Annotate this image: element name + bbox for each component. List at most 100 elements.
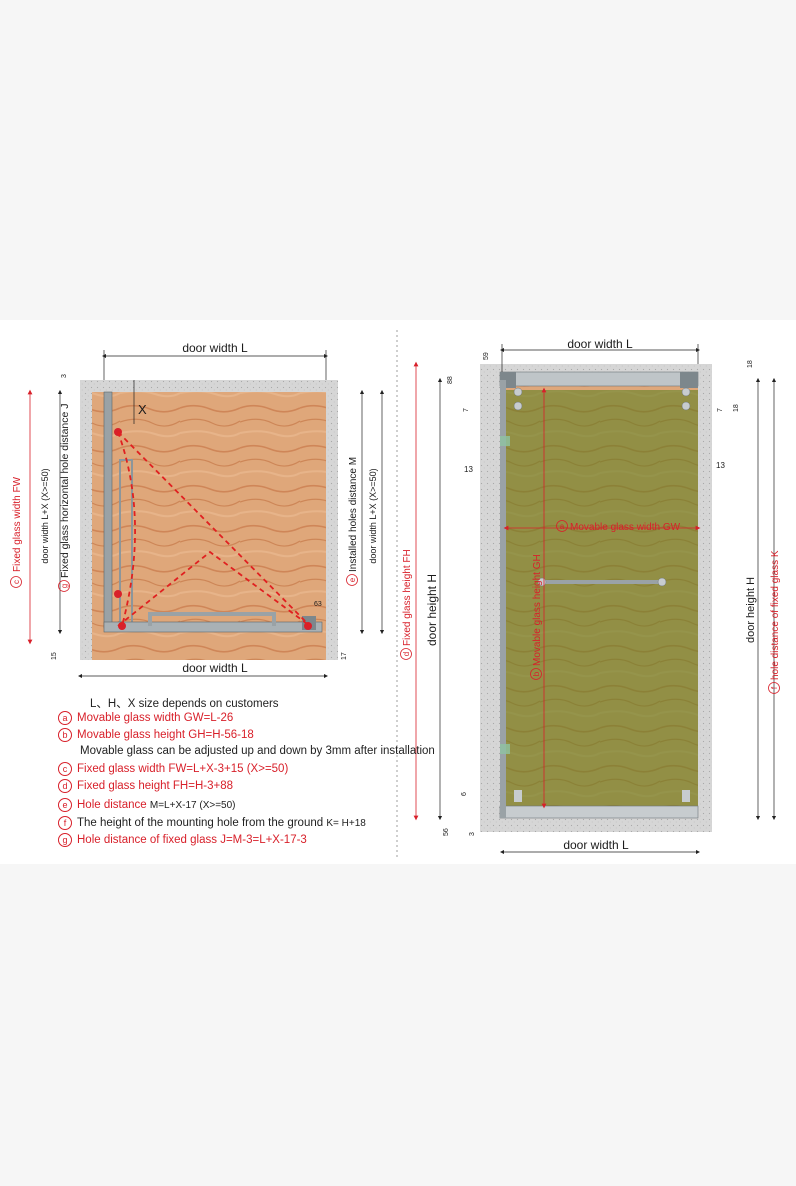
right-b-circle-label: b (532, 671, 541, 676)
right-side-post (500, 380, 506, 818)
legend-item-f: f The height of the mounting hole from th… (58, 816, 366, 830)
right-wall-left (480, 364, 500, 832)
right-b-circle (530, 668, 542, 680)
left-bottom-rail (103, 621, 323, 633)
legend-item-a: a Movable glass width GW=L-26 (58, 711, 233, 725)
left-door-width-lx-right: door width L+X (X>=50) (368, 468, 378, 563)
right-clip-1 (500, 436, 510, 446)
legend-a-circle: a (58, 711, 72, 725)
left-dim-17: 17 (341, 652, 348, 660)
legend-a-label: Movable glass width (77, 712, 181, 725)
legend-note: Movable glass can be adjusted up and dow… (80, 745, 435, 757)
legend-b-formula: GH=H-56-18 (188, 729, 254, 742)
legend-f-formula: K= H+18 (326, 818, 366, 830)
legend-a-formula: GW=L-26 (183, 712, 234, 725)
right-d-circle-label: d (402, 652, 411, 656)
legend-d-label: Fixed glass height (77, 780, 170, 793)
right-wall-right (698, 364, 712, 832)
legend-b-circle: b (58, 728, 72, 742)
left-bottom-handle (148, 612, 276, 616)
left-e-circle (346, 574, 358, 586)
legend-f-circle: f (58, 816, 72, 830)
drawing-sheet: door width L door width L X 3 15 17 63 c… (0, 320, 796, 864)
right-dim-7-right: 7 (717, 408, 724, 412)
left-dim-15: 15 (51, 652, 58, 660)
installation-diagram: door width L door width L X 3 15 17 63 c… (10, 330, 781, 860)
left-vertical-rail (103, 391, 113, 629)
right-handle-knob-2 (657, 577, 667, 587)
left-e-circle-label: e (348, 577, 357, 582)
right-dim-7-left: 7 (463, 408, 470, 412)
right-handle-bar (540, 580, 664, 584)
legend-g-circle: g (58, 833, 72, 847)
left-handle-leg-2 (272, 612, 276, 626)
left-fixed-glass-horizontal: Fixed glass horizontal hole distance J (59, 403, 71, 578)
right-a-circle (556, 520, 568, 532)
right-floor (480, 818, 712, 832)
legend-d-circle: d (58, 779, 72, 793)
right-dim-59: 59 (483, 352, 490, 360)
right-f-circle-label: f (770, 686, 779, 689)
left-fixed-glass-width: Fixed glass width FW (12, 476, 23, 572)
left-hole-2 (114, 590, 122, 598)
left-swing-line-1 (117, 431, 311, 627)
right-fixed-height: Fixed glass height FH (402, 549, 413, 646)
legend-c-label: Fixed glass width (77, 763, 166, 776)
right-bottom-label: door width L (563, 838, 629, 852)
left-swing-arc (117, 431, 136, 627)
right-d-circle (400, 648, 412, 660)
legend-e-circle: e (58, 798, 72, 812)
right-door-height-small: door height H (745, 577, 757, 643)
left-g-circle-label: g (60, 584, 69, 588)
left-c-circle (10, 576, 22, 588)
legend-e-label: Hole distance (77, 799, 147, 812)
left-wall-right (326, 380, 338, 660)
right-door-height-big: door height H (425, 574, 439, 646)
legend-e-formula: M=L+X-17 (X>=50) (149, 800, 236, 812)
left-top-label: door width L (182, 341, 248, 355)
right-fitting-4 (681, 401, 691, 411)
right-fitting-2 (513, 401, 523, 411)
legend-d-formula: FH=H-3+88 (172, 780, 233, 793)
left-installed-holes: Installed holes distance M (348, 457, 359, 572)
right-fitting-3 (681, 387, 691, 397)
left-diagram: door width L door width L X 3 15 17 63 c… (10, 341, 385, 679)
right-dim-88: 88 (447, 376, 454, 384)
right-movable-height: Movable glass height GH (532, 554, 543, 666)
left-door-width-lx: door width L+X (X>=50) (40, 468, 50, 563)
left-dim-3: 3 (61, 374, 68, 378)
right-diagram: door width L door width L 59 88 7 18 7 1… (400, 337, 781, 855)
legend-item-d: d Fixed glass height FH=H-3+88 (58, 779, 233, 793)
legend-c-formula: FW=L+X-3+15 (X>=50) (168, 763, 289, 776)
legend-g-formula: J=M-3=L+X-17-3 (220, 834, 307, 847)
left-wall-top (80, 380, 338, 392)
right-top-right-bracket (680, 372, 698, 388)
legend-item-e: e Hole distance M=L+X-17 (X>=50) (58, 798, 236, 812)
legend-g-label: Hole distance of fixed glass (77, 834, 217, 847)
right-bottom-fitting-2 (682, 790, 690, 802)
legend-f-label: The height of the mounting hole from the… (77, 817, 324, 830)
legend-b-label: Movable glass height (77, 729, 186, 742)
legend-intro: L、H、X size depends on customers (90, 698, 279, 710)
right-hole-distance: hole distance of fixed glass K (770, 550, 781, 680)
right-dim-6: 6 (461, 792, 468, 796)
legend-item-c: c Fixed glass width FW=L+X-3+15 (X>=50) (58, 762, 288, 776)
left-bottom-label: door width L (182, 661, 248, 675)
right-dim-18-top: 18 (747, 360, 754, 368)
right-dim-56: 56 (443, 828, 450, 836)
right-bottom-fitting-1 (514, 790, 522, 802)
right-dim-13-left: 13 (464, 465, 473, 474)
right-a-circle-label: a (560, 522, 565, 531)
right-clip-2 (500, 744, 510, 754)
right-dim-13-right: 13 (716, 461, 725, 470)
left-g-circle (58, 580, 70, 592)
left-c-circle-label: c (12, 580, 21, 584)
right-f-circle (768, 682, 780, 694)
left-wall-left (80, 380, 92, 660)
right-movable-width: Movable glass width GW (570, 522, 681, 533)
left-x-label: X (138, 402, 147, 417)
left-dim-63: 63 (314, 601, 322, 608)
right-bottom-track (499, 805, 699, 819)
right-dim-18-right: 18 (733, 404, 740, 412)
legend-c-circle: c (58, 762, 72, 776)
